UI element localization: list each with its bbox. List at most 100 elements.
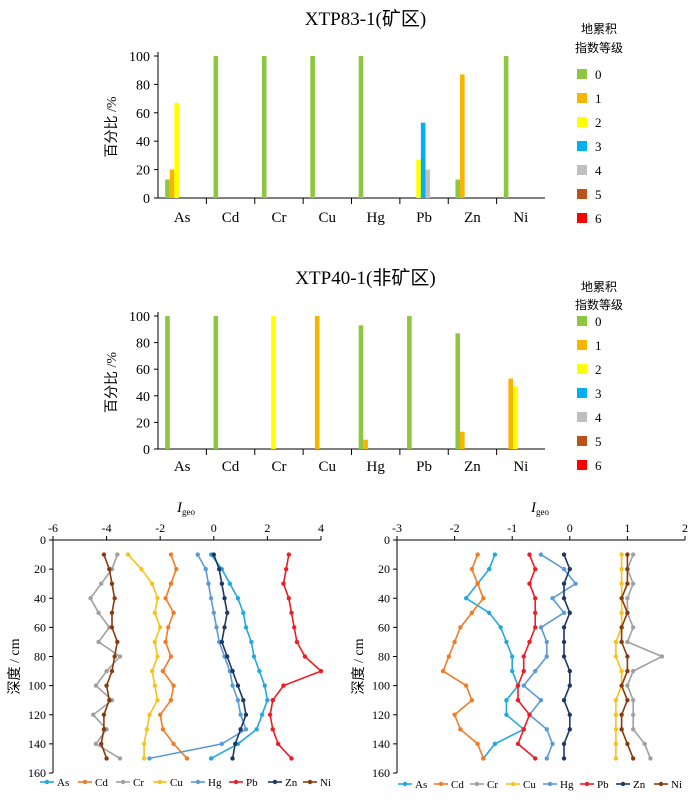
point-Cu	[152, 683, 158, 688]
y-tick-label: 100	[372, 679, 390, 693]
point-Cr	[630, 727, 636, 732]
point-Pb	[318, 668, 324, 674]
point-Zn	[219, 639, 225, 645]
point-Cd	[475, 741, 480, 747]
x-axis-label: Igeo	[530, 500, 549, 517]
point-Ni	[104, 756, 109, 761]
x-tick-label: -6	[48, 521, 58, 535]
y-tick-label: 20	[378, 562, 390, 576]
point-Ni	[109, 668, 115, 674]
point-As	[249, 639, 254, 645]
legend-marker-Cr	[120, 779, 126, 785]
point-Ni	[625, 610, 630, 616]
legend-label: 3	[595, 139, 602, 154]
point-Zn	[567, 566, 572, 572]
legend-title: 地累积	[581, 280, 617, 294]
point-Cd	[446, 654, 452, 659]
point-As	[254, 727, 259, 732]
point-Cr	[625, 596, 630, 601]
point-Zn	[243, 712, 249, 717]
point-As	[504, 697, 509, 703]
legend-marker-Ni	[658, 781, 664, 787]
point-Cd	[168, 654, 174, 659]
point-Zn	[222, 625, 227, 630]
y-tick-label: 0	[143, 192, 150, 207]
point-Cd	[440, 668, 446, 674]
point-Cd	[168, 552, 174, 557]
legend-swatch-class-2	[577, 364, 587, 374]
legend-label: Cu	[523, 779, 536, 791]
point-Cr	[642, 741, 647, 747]
legend-swatch-class-5	[577, 189, 587, 199]
point-Pb	[294, 639, 300, 645]
point-Cu	[155, 596, 160, 601]
series-line-Pb	[517, 554, 537, 760]
x-axis-label-main: I	[530, 500, 537, 516]
point-Cd	[475, 552, 480, 557]
point-As	[227, 581, 233, 586]
y-axis-label: 百分比 /%	[104, 352, 120, 413]
legend-marker-Cu	[510, 781, 516, 787]
legend-marker-As	[402, 781, 408, 787]
point-Ni	[619, 596, 624, 601]
category-label: Hg	[367, 210, 386, 226]
point-Cr	[96, 610, 101, 616]
category-label: Pb	[416, 210, 432, 226]
x-tick-label: 0	[211, 521, 217, 535]
point-Zn	[561, 596, 567, 601]
point-Hg	[211, 610, 216, 616]
bar-As-class-0	[165, 316, 170, 449]
point-Zn	[561, 552, 567, 557]
point-Cu	[613, 756, 619, 761]
y-tick-label: 40	[34, 591, 46, 605]
y-tick-label: 40	[378, 591, 390, 605]
point-As	[492, 552, 498, 557]
point-Ni	[107, 566, 112, 572]
bar-Ni-class-0	[503, 56, 509, 198]
legend-marker-Cr	[474, 781, 480, 787]
point-Pb	[533, 756, 538, 761]
point-Cr	[117, 756, 123, 761]
point-Ni	[625, 654, 630, 659]
point-Ni	[625, 581, 630, 586]
point-Cd	[163, 596, 168, 601]
point-Ni	[112, 654, 117, 659]
point-Ni	[630, 756, 636, 761]
point-Zn	[567, 727, 572, 732]
legend-marker-Pb	[584, 781, 590, 787]
point-Cu	[619, 610, 624, 616]
point-Pb	[521, 654, 526, 659]
y-tick-label: 60	[378, 620, 390, 634]
point-Cd	[163, 639, 168, 645]
point-Cd	[158, 712, 163, 717]
point-As	[504, 639, 509, 645]
point-Pb	[527, 712, 532, 717]
legend-label: 4	[595, 163, 602, 178]
point-Cd	[469, 610, 475, 616]
point-Cu	[139, 566, 144, 572]
point-Cd	[160, 668, 166, 674]
point-Pb	[286, 552, 292, 557]
bar-Cr-class-2	[271, 316, 276, 449]
point-Cr	[91, 712, 96, 717]
bar-Cd-class-0	[213, 56, 219, 198]
point-As	[259, 712, 265, 717]
legend-swatch-class-3	[577, 388, 587, 398]
legend-marker-Hg	[547, 781, 553, 787]
point-Cu	[147, 712, 152, 717]
point-Cr	[88, 596, 93, 601]
y-axis-label: 深度 / cm	[7, 638, 23, 694]
legend-marker-Pb	[233, 779, 239, 785]
depth-profile-2: -3 -2 -1 0 1 2 Igeo 0 20 40 60 80 100 120 140 160 深度 / c…	[351, 500, 688, 791]
category-label: Pb	[416, 459, 432, 475]
x-tick-label: -3	[392, 521, 402, 535]
point-Cd	[481, 756, 486, 761]
point-Zn	[211, 552, 216, 557]
point-Cr	[93, 683, 99, 688]
point-Pb	[283, 566, 289, 572]
point-Zn	[561, 639, 567, 645]
legend-label: 6	[595, 458, 602, 473]
legend-label: Cr	[487, 779, 498, 791]
bar-As-class-0	[165, 179, 170, 198]
point-Zn	[561, 654, 567, 659]
